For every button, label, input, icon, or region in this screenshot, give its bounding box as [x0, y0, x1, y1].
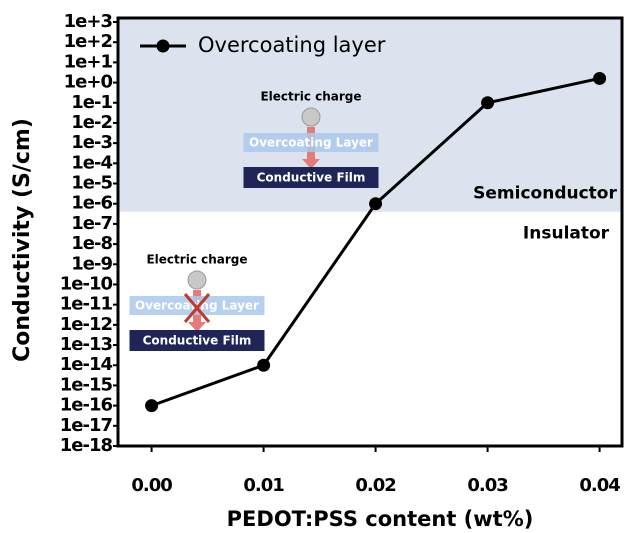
y-tick-label: 1e+1: [64, 51, 113, 72]
data-point: [481, 96, 495, 110]
charge-sphere: [301, 107, 321, 127]
y-tick-label: 1e-14: [60, 354, 113, 375]
y-axis-label: Conductivity (S/cm): [10, 118, 35, 362]
y-tick-label: 1e-11: [60, 294, 113, 315]
data-point: [145, 399, 159, 413]
charge-sphere: [187, 270, 207, 290]
inset-text: Overcoating Layer: [249, 136, 373, 150]
arrow-head: [188, 322, 206, 332]
y-tick-label: 1e-12: [60, 314, 112, 335]
y-tick-label: 1e-3: [71, 132, 112, 153]
x-tick-label: 0.01: [243, 475, 284, 496]
y-tick-label: 1e+0: [64, 72, 113, 93]
y-tick-label: 1e+3: [64, 11, 113, 32]
legend-marker: [156, 39, 170, 53]
y-tick-label: 1e-18: [60, 435, 113, 456]
x-tick-label: 0.00: [131, 475, 172, 496]
x-tick-label: 0.03: [467, 475, 508, 496]
legend-label: Overcoating layer: [198, 33, 386, 57]
x-tick-label: 0.04: [579, 475, 620, 496]
region-label: Semiconductor: [473, 184, 617, 204]
y-tick-label: 1e-5: [71, 173, 112, 194]
y-tick-label: 1e-7: [71, 213, 112, 234]
y-tick-label: 1e-2: [71, 112, 112, 133]
plot-frame: [116, 16, 624, 448]
inset-text: Conductive Film: [143, 334, 252, 348]
y-tick-label: 1e-8: [71, 233, 112, 254]
inset-text: Electric charge: [146, 253, 247, 267]
y-tick-label: 1e-15: [60, 374, 113, 395]
data-point: [257, 358, 271, 372]
y-tick-label: 1e-10: [60, 273, 113, 294]
inset-text: Overcoating Layer: [135, 299, 259, 313]
region-label: Insulator: [523, 224, 610, 244]
inset-text: Conductive Film: [257, 171, 366, 185]
x-tick-label: 0.02: [355, 475, 395, 496]
y-tick-label: 1e-6: [71, 193, 112, 214]
y-tick-label: 1e-4: [71, 152, 112, 173]
y-tick-label: 1e-17: [60, 415, 113, 436]
block-x: [183, 293, 211, 323]
arrow-head: [302, 159, 320, 169]
y-tick-label: 1e+2: [64, 31, 112, 52]
data-point: [369, 197, 383, 211]
y-tick-label: 1e-13: [60, 334, 113, 355]
data-point: [593, 71, 607, 85]
inset-text: Electric charge: [260, 90, 361, 104]
overcoating-box: [129, 296, 265, 315]
overcoating-box: [243, 133, 379, 152]
y-tick-label: 1e-9: [71, 253, 112, 274]
y-tick-label: 1e-16: [60, 395, 113, 416]
film-box: [243, 167, 379, 188]
x-axis-label: PEDOT:PSS content (wt%): [227, 507, 534, 531]
y-tick-label: 1e-1: [71, 92, 112, 113]
film-box: [129, 330, 265, 351]
